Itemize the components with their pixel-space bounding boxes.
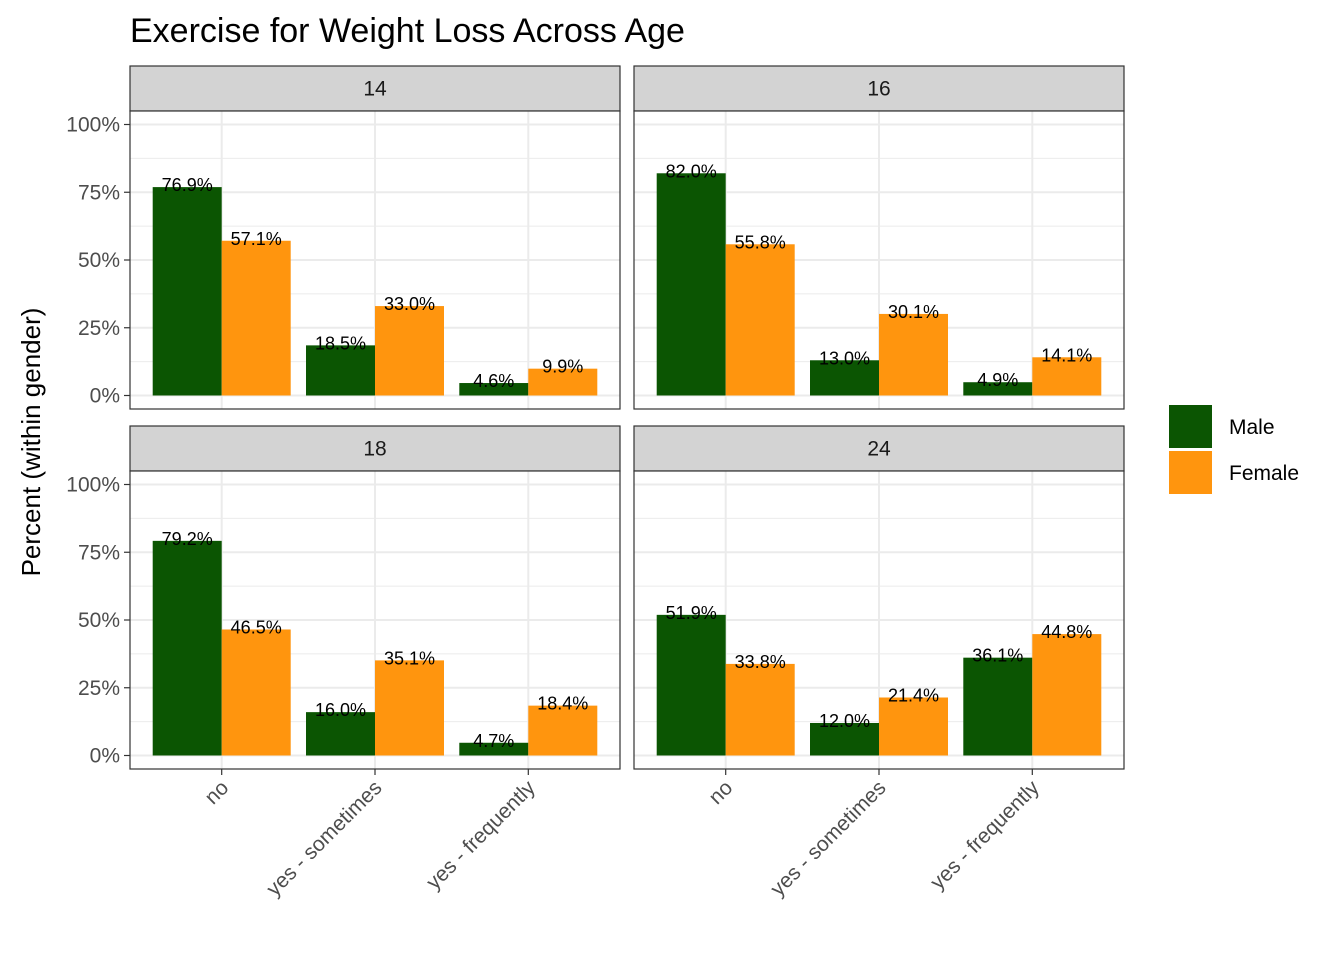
data-label: 18.4% bbox=[537, 694, 588, 714]
data-label: 14.1% bbox=[1041, 345, 1092, 365]
data-label: 55.8% bbox=[735, 232, 786, 252]
x-tick-label: yes - sometimes bbox=[766, 776, 890, 900]
bar-male bbox=[459, 742, 529, 756]
bar-female bbox=[375, 660, 444, 756]
facet-panel-16: 16 82.0% 55.8% 13.0% 30.1% 4.9% 14.1% bbox=[633, 65, 1125, 410]
y-tick-label: 25% bbox=[78, 677, 120, 700]
facet-panel-14: 14 76.9% 57.1% 18.5% 33.0% 4.6% 9.9% 0% 25% 50% 75… bbox=[66, 65, 621, 410]
bar-male bbox=[810, 360, 879, 396]
legend: Male Female bbox=[1169, 405, 1299, 494]
legend-key-male bbox=[1169, 405, 1212, 448]
bar-male bbox=[656, 614, 726, 756]
data-label: 51.9% bbox=[666, 603, 717, 623]
x-tick-label: yes - frequently bbox=[422, 776, 540, 894]
x-tick-label: no bbox=[200, 776, 233, 809]
bar-female bbox=[221, 629, 291, 756]
bar-female bbox=[1032, 634, 1102, 756]
bar-female bbox=[375, 306, 444, 396]
y-tick-label: 0% bbox=[90, 745, 120, 768]
data-label: 16.0% bbox=[315, 700, 366, 720]
facet-panels: 14 76.9% 57.1% 18.5% 33.0% 4.6% 9.9% 0% 25% 50% 75… bbox=[66, 65, 1125, 901]
y-tick-label: 100% bbox=[66, 474, 120, 497]
legend-label-female: Female bbox=[1229, 462, 1299, 485]
data-label: 82.0% bbox=[666, 161, 717, 181]
y-tick-label: 50% bbox=[78, 249, 120, 272]
data-label: 76.9% bbox=[162, 175, 213, 195]
y-tick-label: 25% bbox=[78, 317, 120, 340]
data-label: 12.0% bbox=[819, 711, 870, 731]
bar-female bbox=[725, 663, 795, 756]
data-label: 4.7% bbox=[473, 731, 514, 751]
bar-male bbox=[152, 187, 222, 396]
bar-male bbox=[810, 722, 879, 756]
x-tick-label: no bbox=[704, 776, 737, 809]
facet-strip bbox=[129, 65, 621, 112]
facet-panel-24: 24 51.9% 33.8% 12.0% 21.4% 36.1% 44.8% no yes - … bbox=[633, 425, 1125, 901]
y-axis-label: Percent (within gender) bbox=[16, 308, 46, 577]
x-tick-label: yes - frequently bbox=[926, 776, 1044, 894]
facet-strip-label: 24 bbox=[867, 438, 891, 461]
data-label: 18.5% bbox=[315, 333, 366, 353]
data-label: 46.5% bbox=[231, 617, 282, 637]
data-label: 33.8% bbox=[735, 652, 786, 672]
data-label: 4.6% bbox=[473, 371, 514, 391]
data-label: 21.4% bbox=[888, 686, 939, 706]
chart-title: Exercise for Weight Loss Across Age bbox=[130, 12, 685, 50]
bar-male bbox=[152, 540, 222, 756]
bar-female bbox=[725, 244, 795, 396]
facet-strip-label: 16 bbox=[867, 78, 890, 101]
bar-female bbox=[528, 368, 598, 396]
y-tick-label: 0% bbox=[90, 385, 120, 408]
bar-female bbox=[528, 705, 598, 756]
panel-border bbox=[633, 110, 1125, 410]
bar-female bbox=[1032, 357, 1102, 396]
facet-strip bbox=[633, 65, 1125, 112]
bar-male bbox=[306, 345, 375, 396]
data-label: 36.1% bbox=[972, 646, 1023, 666]
bar-male bbox=[656, 173, 726, 396]
facet-strip-label: 18 bbox=[363, 438, 386, 461]
y-tick-label: 100% bbox=[66, 114, 120, 137]
bar-female bbox=[879, 313, 948, 396]
bar-male bbox=[306, 712, 375, 756]
x-tick-label: yes - sometimes bbox=[262, 776, 386, 900]
data-label: 44.8% bbox=[1041, 622, 1092, 642]
data-label: 13.0% bbox=[819, 348, 870, 368]
facet-strip-label: 14 bbox=[363, 78, 387, 101]
bar-male bbox=[963, 657, 1033, 756]
facet-strip bbox=[633, 425, 1125, 472]
data-label: 30.1% bbox=[888, 302, 939, 322]
legend-label-male: Male bbox=[1229, 416, 1275, 439]
data-label: 79.2% bbox=[162, 529, 213, 549]
y-tick-label: 75% bbox=[78, 541, 120, 564]
data-label: 9.9% bbox=[542, 357, 583, 377]
bar-male bbox=[459, 383, 529, 396]
facet-strip bbox=[129, 425, 621, 472]
y-tick-label: 50% bbox=[78, 609, 120, 632]
legend-key-female bbox=[1169, 451, 1212, 494]
data-label: 57.1% bbox=[231, 229, 282, 249]
y-tick-label: 75% bbox=[78, 181, 120, 204]
bar-female bbox=[221, 240, 291, 396]
bar-male bbox=[963, 382, 1033, 396]
data-label: 33.0% bbox=[384, 294, 435, 314]
data-label: 35.1% bbox=[384, 648, 435, 668]
data-label: 4.9% bbox=[977, 370, 1018, 390]
facet-panel-18: 18 79.2% 46.5% 16.0% 35.1% 4.7% 18.4% 0% 25% 50% 7… bbox=[66, 425, 621, 901]
bar-female bbox=[879, 697, 948, 756]
